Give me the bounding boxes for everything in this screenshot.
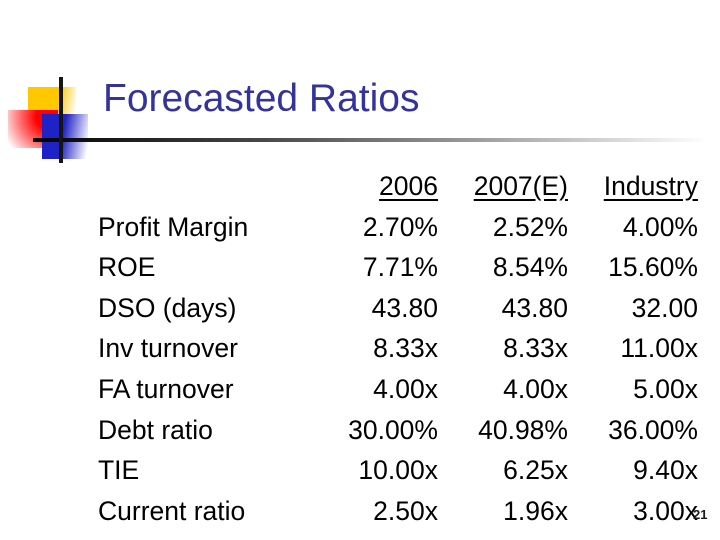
- row-label: DSO (days): [98, 292, 237, 323]
- cell-value: 2.50x: [373, 495, 438, 526]
- cell-value: 6.25x: [503, 455, 568, 486]
- row-label: Current ratio: [98, 495, 246, 526]
- slide-title: Forecasted Ratios: [103, 77, 420, 120]
- table-header-row: 2006 2007(E) Industry: [98, 166, 698, 207]
- cell-value: 4.00%: [622, 211, 698, 242]
- decoration-blue-square: [42, 114, 88, 159]
- row-label: Profit Margin: [98, 211, 249, 242]
- cell-value: 8.54%: [492, 252, 568, 283]
- row-label: Inv turnover: [98, 333, 238, 364]
- cell-value: 4.00x: [503, 373, 568, 404]
- cell-value: 9.40x: [633, 455, 698, 486]
- column-header-industry: Industry: [603, 171, 698, 201]
- cell-value: 2.70%: [362, 211, 438, 242]
- row-label: ROE: [98, 252, 156, 283]
- decoration-vertical-line: [59, 77, 63, 163]
- cell-value: 15.60%: [608, 252, 698, 283]
- column-header-2007e: 2007(E): [473, 171, 568, 201]
- column-header-blank: [98, 166, 313, 207]
- forecasted-ratios-table: 2006 2007(E) Industry Profit Margin 2.70…: [98, 166, 698, 531]
- table-row: Debt ratio 30.00% 40.98% 36.00%: [98, 410, 698, 451]
- cell-value: 10.00x: [358, 455, 438, 486]
- cell-value: 7.71%: [362, 252, 438, 283]
- cell-value: 43.80: [501, 292, 568, 323]
- title-underline-rule: [33, 138, 707, 142]
- cell-value: 32.00: [631, 292, 698, 323]
- table-row: Profit Margin 2.70% 2.52% 4.00%: [98, 207, 698, 248]
- cell-value: 8.33x: [373, 333, 438, 364]
- cell-value: 1.96x: [503, 495, 568, 526]
- cell-value: 43.80: [371, 292, 438, 323]
- cell-value: 30.00%: [348, 414, 438, 445]
- cell-value: 11.00x: [620, 333, 698, 364]
- table-row: Current ratio 2.50x 1.96x 3.00x: [98, 491, 698, 532]
- cell-value: 40.98%: [478, 414, 568, 445]
- table-row: ROE 7.71% 8.54% 15.60%: [98, 247, 698, 288]
- table-row: TIE 10.00x 6.25x 9.40x: [98, 450, 698, 491]
- row-label: Debt ratio: [98, 414, 213, 445]
- slide-number: 21: [693, 507, 708, 522]
- cell-value: 2.52%: [492, 211, 568, 242]
- cell-value: 36.00%: [608, 414, 698, 445]
- table-row: Inv turnover 8.33x 8.33x 11.00x: [98, 328, 698, 369]
- cell-value: 8.33x: [503, 333, 568, 364]
- table-row: FA turnover 4.00x 4.00x 5.00x: [98, 369, 698, 410]
- column-header-2006: 2006: [379, 171, 438, 201]
- cell-value: 4.00x: [373, 373, 438, 404]
- cell-value: 5.00x: [633, 373, 698, 404]
- row-label: TIE: [98, 455, 140, 486]
- row-label: FA turnover: [98, 373, 234, 404]
- table-row: DSO (days) 43.80 43.80 32.00: [98, 288, 698, 329]
- cell-value: 3.00x: [633, 495, 698, 526]
